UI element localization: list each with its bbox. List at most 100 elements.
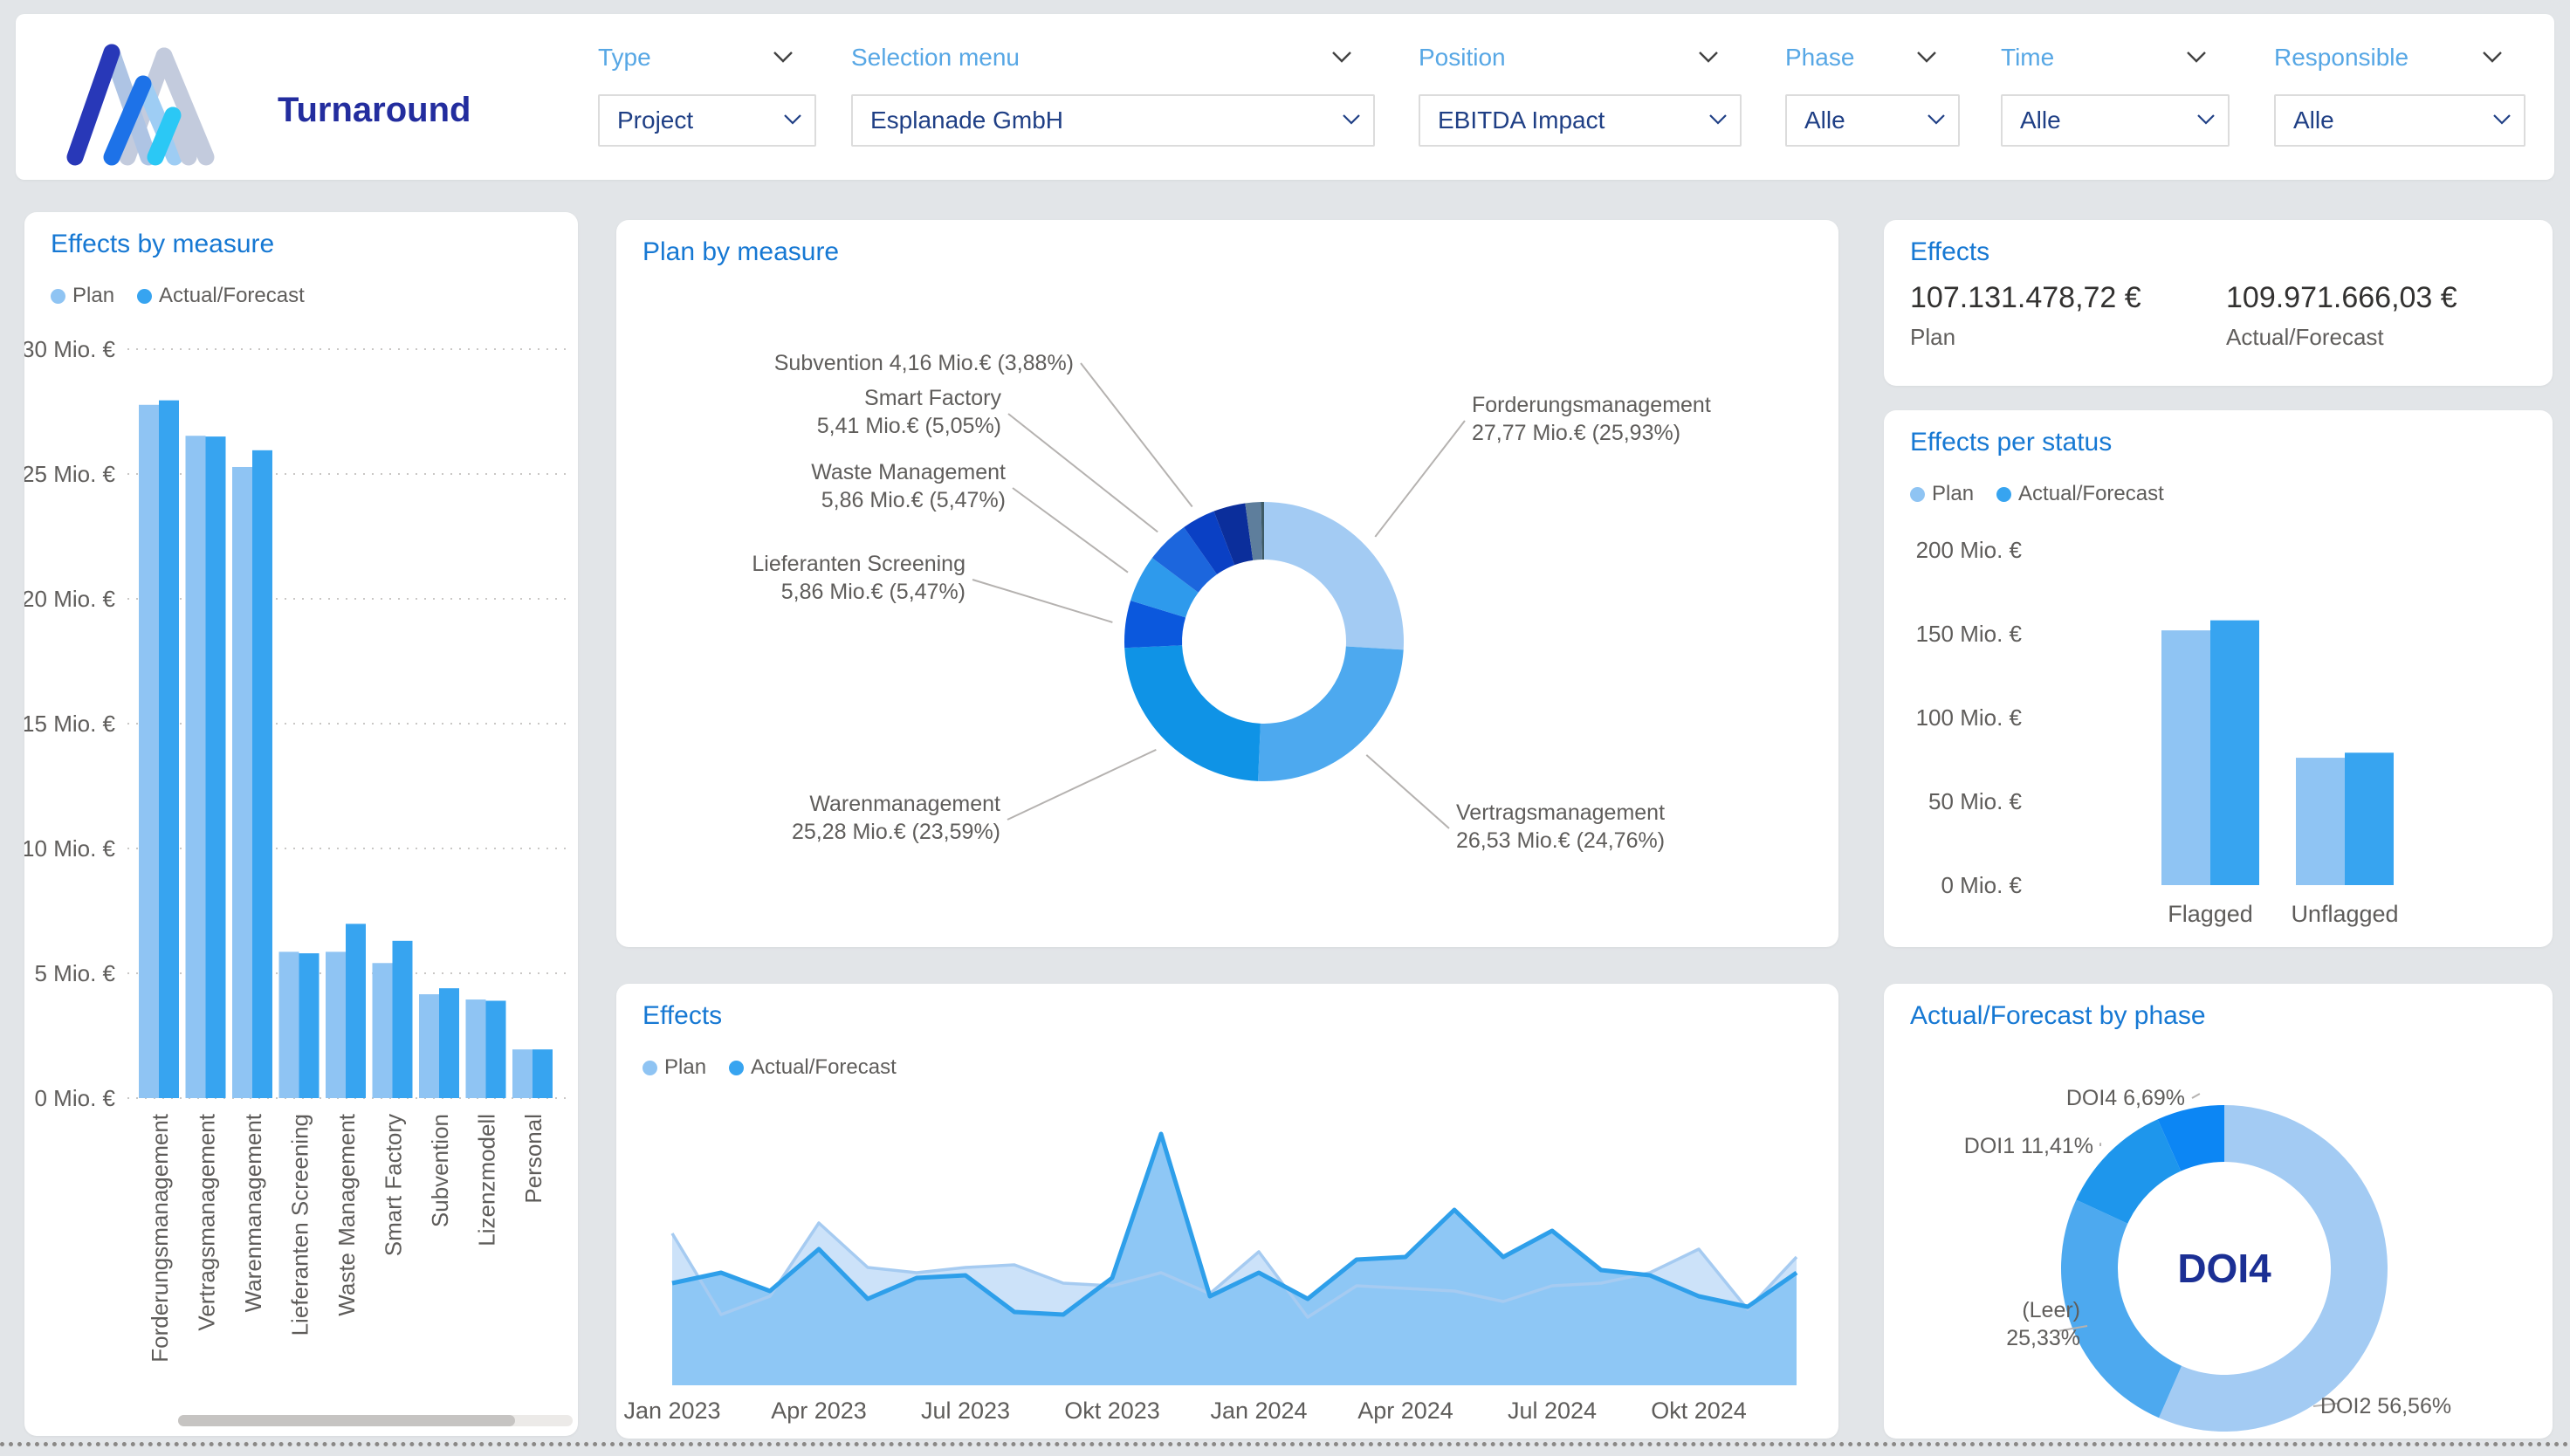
donut-slice[interactable]: [1124, 645, 1261, 781]
effects-by-measure-chart[interactable]: 30 Mio. € 25 Mio. € 20 Mio. € 15 Mio. € 10 M…: [24, 334, 578, 1436]
plan-by-measure-donut[interactable]: [616, 220, 1838, 947]
donut-slice[interactable]: [2159, 1105, 2388, 1432]
legend-item-plan[interactable]: Plan: [51, 284, 114, 308]
donut-slice-label: Smart Factory 5,41 Mio.€ (5,05%): [816, 386, 1001, 438]
chevron-down-icon[interactable]: [773, 51, 794, 63]
bar-actual[interactable]: [439, 988, 459, 1098]
donut-slice[interactable]: [2157, 1105, 2224, 1171]
axis-label: 10 Mio. €: [24, 835, 116, 862]
legend-item-plan[interactable]: Plan: [1910, 482, 1974, 506]
donut-slice[interactable]: [1151, 526, 1218, 593]
phase-dropdown[interactable]: Alle: [1785, 94, 1960, 147]
category-label: Waste Management: [333, 1113, 360, 1315]
filter-type-label: Type: [598, 44, 651, 71]
position-dropdown-value: EBITDA Impact: [1438, 106, 1605, 134]
bar-plan[interactable]: [419, 994, 439, 1098]
donut-slice[interactable]: [1261, 502, 1264, 560]
axis-label: Jul 2023: [921, 1398, 1010, 1424]
selection-menu-dropdown[interactable]: Esplanade GmbH: [851, 94, 1375, 147]
donut-slice[interactable]: [1258, 646, 1404, 781]
legend: Plan Actual/Forecast: [1910, 482, 2164, 506]
bar-actual[interactable]: [485, 1000, 506, 1098]
bar-actual[interactable]: [392, 940, 413, 1098]
phase-donut[interactable]: [1884, 984, 2553, 1439]
label-leader-line: [972, 579, 1113, 623]
type-dropdown[interactable]: Project: [598, 94, 816, 147]
axis-label: Okt 2024: [1651, 1398, 1747, 1424]
scrollbar-thumb[interactable]: [178, 1415, 515, 1426]
bar-actual[interactable]: [299, 953, 320, 1098]
position-dropdown[interactable]: EBITDA Impact: [1419, 94, 1742, 147]
time-dropdown-value: Alle: [2020, 106, 2061, 134]
bar-actual[interactable]: [159, 400, 179, 1098]
axis-label: Jul 2024: [1508, 1398, 1597, 1424]
bar-actual[interactable]: [252, 450, 272, 1098]
bar-plan[interactable]: [372, 963, 393, 1098]
card-title: Effects per status: [1910, 428, 2113, 457]
donut-slice-label: Lieferanten Screening 5,86 Mio.€ (5,47%): [752, 552, 965, 604]
bar-actual[interactable]: [205, 436, 226, 1099]
axis-label: 200 Mio. €: [1916, 537, 2023, 563]
bar-actual[interactable]: [2345, 752, 2394, 885]
donut-slice[interactable]: [2076, 1119, 2182, 1224]
donut-slice[interactable]: [1213, 503, 1254, 566]
chevron-down-icon: [2197, 114, 2215, 125]
card-title: Actual/Forecast by phase: [1910, 1001, 2206, 1030]
filter-responsible: Responsible Alle: [2274, 14, 2525, 180]
axis-label: 25 Mio. €: [24, 461, 116, 487]
plan-line[interactable]: [670, 1221, 1798, 1319]
actual-area[interactable]: [672, 1134, 1797, 1385]
legend-item-actual[interactable]: Actual/Forecast: [1996, 482, 2164, 506]
donut-slice[interactable]: [1124, 600, 1186, 649]
page-edge-dots: [0, 1442, 2570, 1446]
bar-plan[interactable]: [185, 436, 206, 1098]
donut-slice[interactable]: [1184, 511, 1235, 575]
horizontal-scrollbar[interactable]: [178, 1415, 573, 1426]
bar-plan[interactable]: [465, 999, 486, 1098]
time-dropdown[interactable]: Alle: [2001, 94, 2230, 147]
donut-slice[interactable]: [1264, 502, 1404, 650]
legend-item-actual[interactable]: Actual/Forecast: [729, 1055, 897, 1080]
bar-plan[interactable]: [2161, 630, 2210, 885]
chevron-down-icon[interactable]: [2186, 51, 2207, 63]
actual-dot-icon: [137, 288, 153, 304]
bar-plan[interactable]: [2296, 758, 2345, 885]
category-label: Forderungsmanagement: [147, 1113, 173, 1362]
category-label: Warenmanagement: [240, 1113, 266, 1312]
donut-slice[interactable]: [1245, 502, 1262, 560]
card-effects-by-measure: Effects by measure Plan Actual/Forecast …: [24, 212, 578, 1436]
bar-plan[interactable]: [232, 466, 252, 1098]
header-bar: Turnaround Type Project Selection menu E…: [16, 14, 2554, 180]
bar-plan[interactable]: [139, 404, 159, 1098]
legend-item-actual[interactable]: Actual/Forecast: [137, 284, 305, 308]
category-label: Unflagged: [2291, 901, 2398, 927]
actual-line[interactable]: [671, 1131, 1798, 1317]
bar-actual[interactable]: [533, 1049, 553, 1098]
kpi-plan: 107.131.478,72 € Plan: [1910, 281, 2141, 351]
donut-slice[interactable]: [1130, 558, 1199, 618]
axis-label: 5 Mio. €: [35, 960, 116, 986]
chevron-down-icon[interactable]: [1916, 51, 1937, 63]
category-label: Lizenzmodell: [474, 1114, 500, 1247]
responsible-dropdown[interactable]: Alle: [2274, 94, 2525, 147]
bar-plan[interactable]: [326, 951, 346, 1098]
bar-plan[interactable]: [278, 951, 299, 1098]
legend-item-plan[interactable]: Plan: [642, 1055, 706, 1080]
effects-area-chart[interactable]: Jan 2023 Apr 2023 Jul 2023 Okt 2023 Jan 2024…: [616, 1106, 1838, 1439]
effects-per-status-chart[interactable]: 200 Mio. € 150 Mio. € 100 Mio. € 50 Mio. € 0…: [1884, 532, 2553, 943]
chevron-down-icon[interactable]: [2482, 51, 2503, 63]
donut-slice-label: DOI1 11,41%: [1963, 1134, 2093, 1158]
bar-plan[interactable]: [512, 1049, 533, 1098]
chevron-down-icon[interactable]: [1698, 51, 1719, 63]
axis-label: 30 Mio. €: [24, 336, 116, 362]
actual-dot-icon: [1996, 486, 2012, 502]
filter-selection-menu-label: Selection menu: [851, 44, 1020, 71]
plan-dot-icon: [642, 1060, 657, 1075]
chevron-down-icon[interactable]: [1331, 51, 1352, 63]
filter-time-label: Time: [2001, 44, 2055, 71]
kpi-actual-value: 109.971.666,03 €: [2226, 281, 2457, 314]
app-title: Turnaround: [278, 91, 471, 129]
donut-slice[interactable]: [2061, 1199, 2182, 1418]
bar-actual[interactable]: [346, 924, 366, 1098]
bar-actual[interactable]: [2210, 620, 2259, 885]
